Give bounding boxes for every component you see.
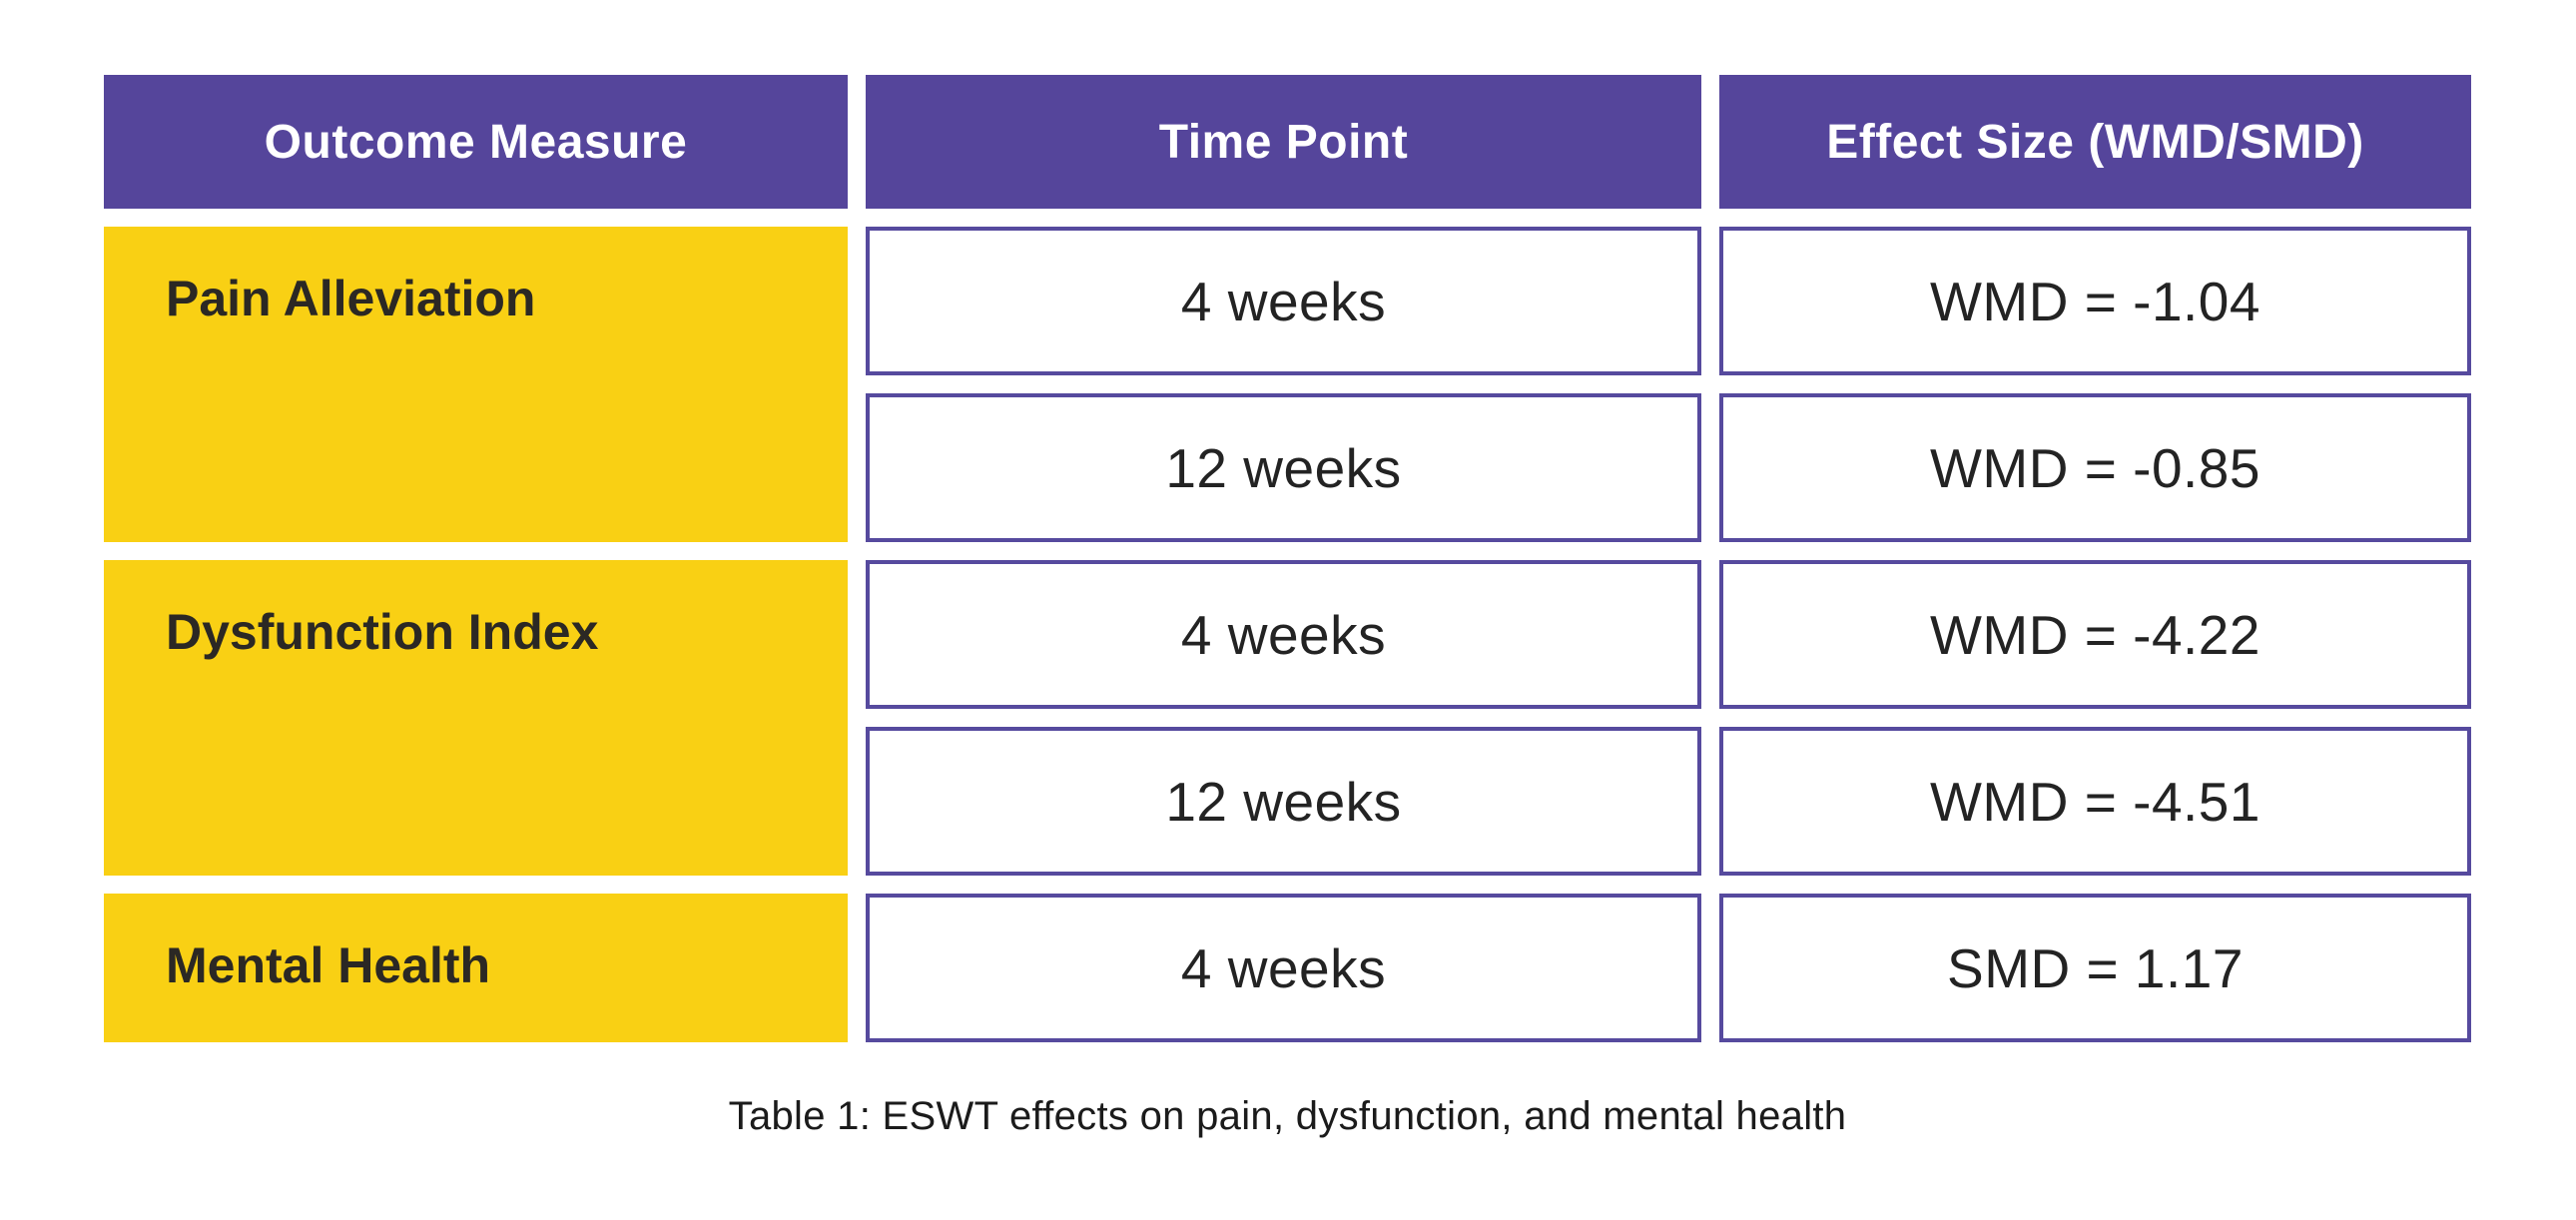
outcome-cell-mental-health: Mental Health: [104, 894, 848, 1042]
outcome-cell-pain-alleviation: Pain Alleviation: [104, 227, 848, 542]
time-cell: 4 weeks: [866, 560, 1701, 709]
column-header-time-point: Time Point: [866, 75, 1701, 209]
column-header-effect-size: Effect Size (WMD/SMD): [1719, 75, 2471, 209]
effects-table: Outcome Measure Time Point Effect Size (…: [104, 75, 2471, 1042]
effect-cell: SMD = 1.17: [1719, 894, 2471, 1042]
effect-cell: WMD = -0.85: [1719, 393, 2471, 542]
time-cell: 4 weeks: [866, 894, 1701, 1042]
time-cell: 12 weeks: [866, 393, 1701, 542]
time-cell: 4 weeks: [866, 227, 1701, 375]
table-caption: Table 1: ESWT effects on pain, dysfuncti…: [728, 1094, 1847, 1138]
effect-cell: WMD = -1.04: [1719, 227, 2471, 375]
effect-cell: WMD = -4.51: [1719, 727, 2471, 876]
time-cell: 12 weeks: [866, 727, 1701, 876]
outcome-cell-dysfunction-index: Dysfunction Index: [104, 560, 848, 876]
effect-cell: WMD = -4.22: [1719, 560, 2471, 709]
column-header-outcome-measure: Outcome Measure: [104, 75, 848, 209]
